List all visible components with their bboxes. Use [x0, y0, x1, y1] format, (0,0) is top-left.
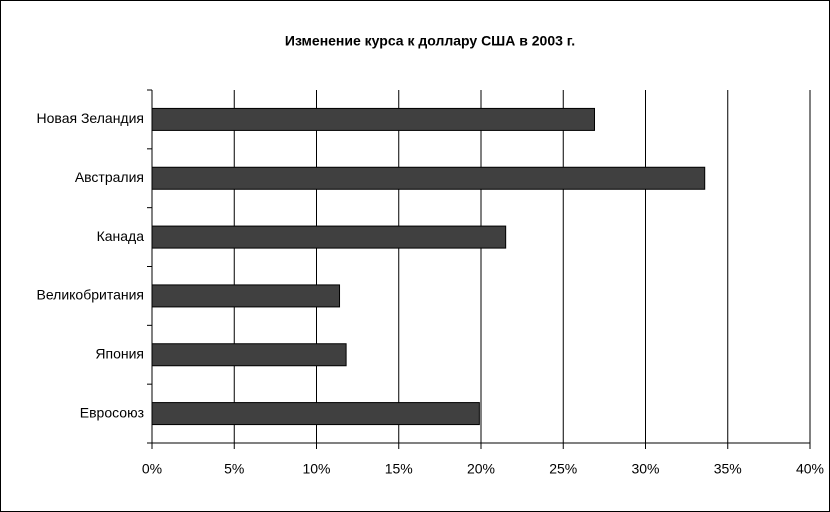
y-tick-label: Евросоюз — [80, 404, 144, 420]
chart-title: Изменение курса к доллару США в 2003 г. — [285, 33, 575, 49]
bar — [151, 284, 341, 308]
y-tick-label: Великобритания — [36, 287, 144, 303]
bar — [151, 402, 480, 426]
x-tick-label: 5% — [224, 461, 244, 477]
y-tick-label: Австралия — [75, 169, 144, 185]
x-tick-label: 35% — [714, 461, 742, 477]
x-tick-label: 0% — [142, 461, 162, 477]
bar — [151, 343, 347, 367]
x-tick-label: 40% — [796, 461, 824, 477]
x-tick-label: 25% — [549, 461, 577, 477]
bar — [151, 225, 507, 249]
y-tick-label: Япония — [95, 345, 144, 361]
x-tick-label: 10% — [302, 461, 330, 477]
x-tick-label: 20% — [467, 461, 495, 477]
bar — [151, 166, 706, 190]
x-tick-label: 30% — [631, 461, 659, 477]
bar — [151, 107, 596, 131]
y-tick-label: Канада — [97, 228, 145, 244]
y-tick-label: Новая Зеландия — [37, 110, 144, 126]
x-tick-label: 15% — [385, 461, 413, 477]
